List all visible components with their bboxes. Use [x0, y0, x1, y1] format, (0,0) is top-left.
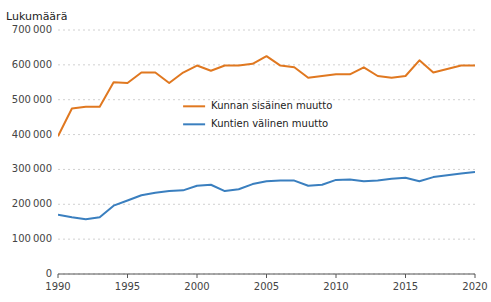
grid-line: [58, 169, 475, 170]
y-tick-label: 300 000: [12, 163, 52, 174]
grid-line: [58, 134, 475, 135]
x-tick: [197, 274, 198, 278]
series-line: [58, 56, 475, 136]
series-line: [58, 172, 475, 219]
chart: 0 100 000 200 000 300 000 400 000 500 000 600 …: [0, 0, 491, 302]
x-tick-label: 2020: [462, 281, 487, 292]
x-tick-label: 2005: [254, 281, 279, 292]
y-tick-label: 400 000: [12, 129, 52, 140]
y-grid: [58, 30, 475, 274]
y-tick-label: 200 000: [12, 198, 52, 209]
x-tick: [58, 274, 59, 278]
x-tick-label: 2015: [393, 281, 418, 292]
x-tick-label: 1995: [115, 281, 140, 292]
y-tick-label: 700 000: [12, 24, 52, 35]
x-tick-label: 2010: [323, 281, 348, 292]
x-tick: [266, 274, 267, 278]
legend: Kunnan sisäinen muutto Kuntien välinen mu…: [183, 100, 332, 129]
legend-swatch: [183, 105, 205, 107]
x-tick: [336, 274, 337, 278]
x-tick-label: 2000: [184, 281, 209, 292]
legend-swatch: [183, 123, 205, 125]
legend-label: Kunnan sisäinen muutto: [211, 100, 332, 111]
y-tick-label: 500 000: [12, 94, 52, 105]
y-tick-label: 100 000: [12, 233, 52, 244]
grid-line: [58, 64, 475, 65]
y-tick-label: 600 000: [12, 59, 52, 70]
x-tick: [405, 274, 406, 278]
x-tick: [127, 274, 128, 278]
grid-line: [58, 239, 475, 240]
x-tick-label: 1990: [45, 281, 70, 292]
y-axis-label: Lukumäärä: [6, 10, 67, 23]
y-tick-label: 0: [46, 268, 52, 279]
grid-line: [58, 30, 475, 31]
legend-label: Kuntien välinen muutto: [211, 118, 328, 129]
x-tick: [475, 274, 476, 278]
lines: [58, 56, 475, 219]
